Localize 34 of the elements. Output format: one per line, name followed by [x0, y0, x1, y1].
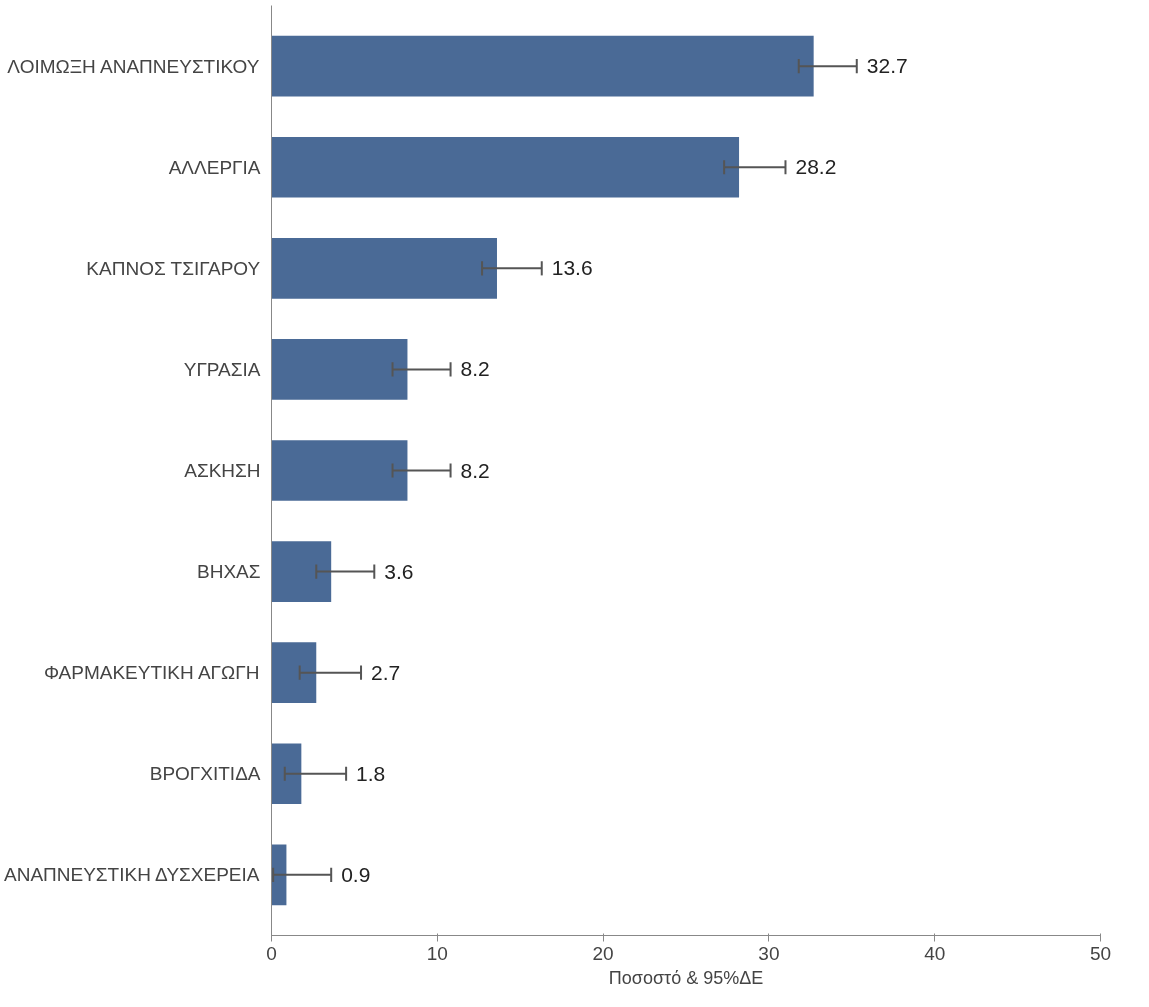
data-label: 3.6 [384, 559, 414, 583]
y-tick-label: ΦΑΡΜΑΚΕΥΤΙΚΗ ΑΓΩΓΗ [43, 662, 260, 684]
y-tick-label: ΥΓΡΑΣΙΑ [183, 358, 261, 380]
bar [271, 541, 332, 602]
bar [271, 339, 408, 400]
y-tick-label: ΒΗΧΑΣ [197, 561, 261, 583]
bar [271, 35, 814, 97]
x-tick-label: 50 [1089, 942, 1112, 964]
data-label: 2.7 [371, 660, 401, 684]
data-label: 0.9 [341, 862, 371, 886]
bar [271, 136, 740, 198]
bar [271, 743, 302, 805]
bar [271, 238, 497, 299]
x-tick-label: 40 [924, 942, 946, 964]
data-label: 13.6 [551, 256, 593, 280]
data-label: 1.8 [356, 761, 386, 785]
bar [271, 844, 287, 906]
y-tick-label: ΑΛΛΕΡΓΙΑ [168, 156, 261, 178]
bar [271, 440, 408, 501]
y-tick-label: ΑΣΚΗΣΗ [184, 460, 261, 481]
x-tick-label: 0 [266, 942, 277, 964]
data-label: 32.7 [866, 54, 908, 78]
data-label: 28.2 [795, 155, 837, 179]
x-tick-label: 30 [758, 942, 780, 964]
data-label: 8.2 [460, 458, 490, 482]
y-tick-label: ΛΟΙΜΩΞΗ ΑΝΑΠΝΕΥΣΤΙΚΟΥ [7, 55, 260, 77]
x-axis-title: Ποσοστό & 95%ΔΕ [608, 967, 764, 988]
y-tick-label: ΒΡΟΓΧΙΤΙΔΑ [149, 763, 261, 785]
x-tick-label: 20 [592, 942, 614, 964]
y-tick-label: ΚΑΠΝΟΣ ΤΣΙΓΑΡΟΥ [86, 257, 261, 279]
data-label: 8.2 [460, 357, 490, 381]
x-tick-label: 10 [426, 942, 448, 964]
bar [271, 642, 317, 703]
y-tick-label: ΑΝΑΠΝΕΥΣΤΙΚΗ ΔΥΣΧΕΡΕΙΑ [4, 864, 260, 886]
